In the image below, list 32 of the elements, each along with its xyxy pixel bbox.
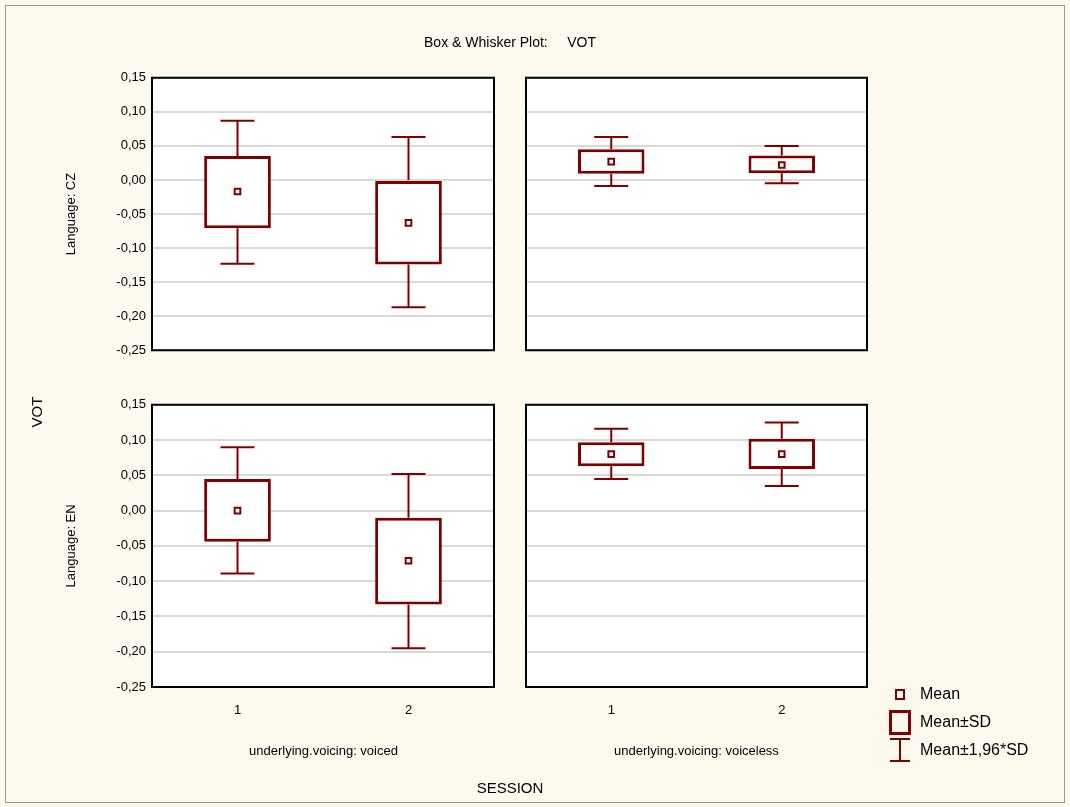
- y-tick-label: -0,20: [116, 307, 146, 323]
- y-tick-label: -0,05: [116, 537, 146, 553]
- y-tick-label: -0,10: [116, 572, 146, 588]
- y-tick-label: 0,10: [120, 103, 146, 119]
- text: Mean: [920, 685, 961, 703]
- y-tick-label: 0,10: [120, 431, 146, 447]
- x-axis-title: underlying.voicing: voiced: [248, 743, 399, 758]
- y-tick-label: -0,10: [116, 239, 146, 255]
- text: SESSION: [475, 779, 545, 796]
- x-tick-label: 1: [233, 702, 242, 718]
- text: VOT: [27, 396, 45, 428]
- y-tick-label: -0,05: [116, 205, 146, 221]
- text: Mean±1,96*SD: [920, 741, 1029, 759]
- y-tick-label: -0,25: [116, 678, 146, 694]
- y-tick-label: 0,15: [120, 396, 146, 412]
- y-tick-label: 0,00: [120, 171, 146, 187]
- y-tick-label: 0,05: [120, 466, 146, 482]
- chart-title: Box & Whisker Plot: VOT: [423, 34, 597, 50]
- x-tick-label: 2: [404, 702, 413, 718]
- y-tick-label: -0,25: [116, 341, 146, 357]
- x-axis-title: underlying.voicing: voiceless: [613, 743, 780, 758]
- x-tick-label: 1: [607, 702, 615, 718]
- y-tick-label: 0,05: [120, 137, 146, 153]
- y-tick-label: -0,15: [116, 608, 146, 624]
- y-tick-label: -0,15: [116, 273, 146, 289]
- text: Mean±SD: [920, 713, 992, 731]
- y-tick-label: -0,20: [116, 643, 146, 659]
- y-axis-title: Language: CZ: [63, 172, 79, 256]
- y-axis-title: Language: EN: [63, 504, 79, 588]
- y-tick-label: 0,00: [120, 502, 146, 518]
- y-tick-label: 0,15: [120, 69, 146, 85]
- x-tick-label: 2: [778, 702, 786, 718]
